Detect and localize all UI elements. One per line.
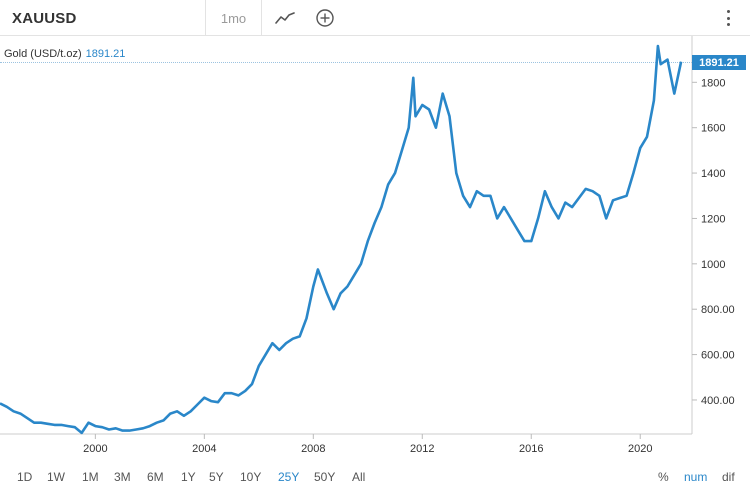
interval-selector[interactable]: 1mo: [206, 0, 262, 36]
y-tick-label: 800.00: [701, 304, 735, 316]
add-circle-icon[interactable]: [313, 6, 337, 30]
mode-button-dif[interactable]: dif: [722, 470, 735, 484]
mode-button-percent[interactable]: %: [658, 470, 669, 484]
range-button-3m[interactable]: 3M: [114, 470, 131, 484]
range-button-25y[interactable]: 25Y: [278, 470, 300, 484]
chart-toolbar: XAUUSD 1mo: [0, 0, 750, 36]
x-tick-label: 2004: [192, 443, 216, 455]
series-legend: Gold (USD/t.oz) 1891.21: [4, 48, 125, 60]
x-tick-label: 2000: [83, 443, 107, 455]
interval-label: 1mo: [220, 10, 247, 26]
range-button-6m[interactable]: 6M: [147, 470, 164, 484]
range-button-1d[interactable]: 1D: [17, 470, 33, 484]
range-button-all[interactable]: All: [352, 470, 366, 484]
y-tick-label: 1400: [701, 168, 725, 180]
price-chart[interactable]: 1800 1600 1400 1200 1000 800.00 600.00 400.00 20…: [0, 36, 750, 462]
y-tick-label: 400.00: [701, 395, 735, 407]
x-tick-label: 2012: [410, 443, 434, 455]
gold-price-line: [0, 44, 683, 435]
last-price-line: [0, 62, 692, 63]
more-vertical-icon[interactable]: [722, 8, 734, 28]
range-button-1y[interactable]: 1Y: [181, 470, 196, 484]
x-tick-label: 2020: [628, 443, 652, 455]
mode-button-num[interactable]: num: [684, 470, 708, 484]
symbol-input[interactable]: XAUUSD: [0, 0, 206, 36]
x-tick-label: 2008: [301, 443, 325, 455]
series-name: Gold (USD/t.oz): [4, 48, 82, 60]
range-bar: 1D 1W 1M 3M 6M 1Y 5Y 10Y 25Y 50Y All% num dif: [0, 465, 750, 489]
y-tick-label: 1200: [701, 213, 725, 225]
y-tick-label: 1800: [701, 77, 725, 89]
last-price-tag: 1891.21: [692, 55, 746, 70]
range-button-1m[interactable]: 1M: [82, 470, 99, 484]
symbol-text: XAUUSD: [12, 9, 77, 27]
y-tick-label: 1600: [701, 123, 725, 135]
y-tick-label: 600.00: [701, 350, 735, 362]
range-button-5y[interactable]: 5Y: [209, 470, 224, 484]
range-button-50y[interactable]: 50Y: [314, 470, 336, 484]
line-chart-icon[interactable]: [273, 6, 297, 30]
series-current-value: 1891.21: [85, 48, 126, 60]
range-button-10y[interactable]: 10Y: [240, 470, 262, 484]
y-tick-label: 1000: [701, 259, 725, 271]
range-button-1w[interactable]: 1W: [47, 470, 65, 484]
x-tick-label: 2016: [519, 443, 543, 455]
